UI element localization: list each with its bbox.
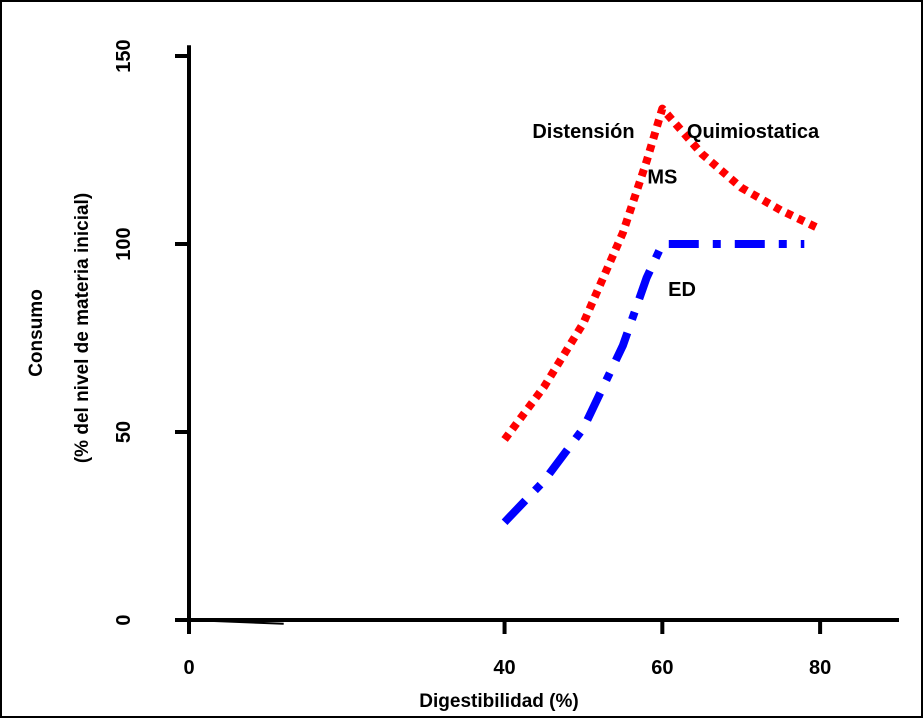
x-tick-label: 60	[651, 657, 673, 679]
series-line-2	[188, 619, 284, 625]
annotation-label: MS	[647, 166, 677, 188]
series-line-ms	[501, 104, 822, 442]
series-line-ed	[501, 240, 805, 525]
labels-group: Digestibilidad (%) Consumo (% del nivel …	[26, 121, 820, 712]
y-tick-label: 50	[113, 421, 135, 443]
x-axis-label: Digestibilidad (%)	[419, 691, 578, 712]
axes: 0 50 100 150 0 40 60 80	[113, 39, 899, 679]
x-tick-label: 40	[493, 657, 515, 679]
x-tick-label: 80	[809, 657, 831, 679]
annotation-label: Distensión	[532, 121, 634, 143]
y-axis-label-line-2: (% del nivel de materia inicial)	[72, 193, 93, 463]
annotation-label: ED	[668, 279, 696, 301]
y-tick-label: 150	[113, 39, 135, 72]
x-tick-label: 0	[183, 657, 194, 679]
series-group	[188, 104, 822, 625]
annotation-label: Quimiostatica	[687, 121, 820, 143]
y-tick-label: 100	[113, 227, 135, 260]
y-tick-label: 0	[113, 614, 135, 625]
y-axis-label-line-1: Consumo	[26, 289, 47, 377]
